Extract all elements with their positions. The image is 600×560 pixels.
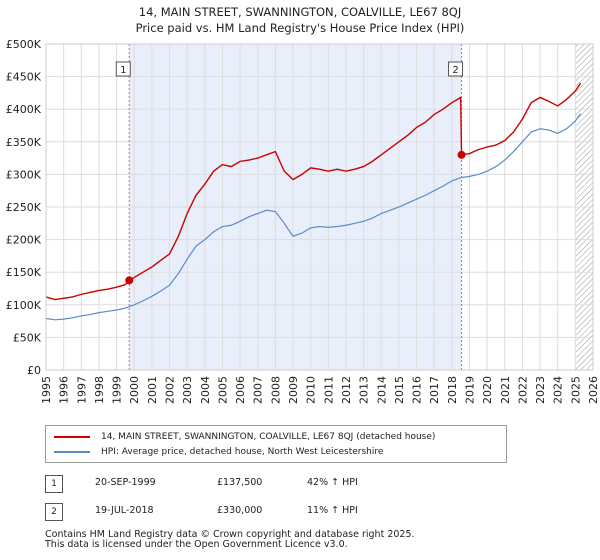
hpi-series-line	[45, 113, 582, 321]
footer: Contains HM Land Registry data © Crown c…	[45, 530, 585, 550]
sale-badge: 2	[45, 503, 63, 521]
sale-label: 2	[452, 65, 458, 76]
sale-row-2: 2 19-JUL-2018 £330,000 11% ↑ HPI	[45, 503, 565, 521]
x-tick-label: 2004	[199, 376, 212, 404]
x-tick-label: 2000	[128, 376, 141, 404]
sale-point	[125, 276, 134, 285]
x-tick-label: 2002	[164, 376, 177, 404]
chart-legend: 14, MAIN STREET, SWANNINGTON, COALVILLE,…	[45, 425, 507, 463]
legend-item-hpi: HPI: Average price, detached house, Nort…	[46, 444, 506, 460]
y-tick-label: £200K	[6, 234, 42, 247]
plot-frame	[45, 43, 594, 371]
y-tick-label: £250K	[6, 201, 42, 214]
footer-line-2: This data is licensed under the Open Gov…	[45, 539, 348, 550]
sale-label-box	[448, 61, 464, 77]
sale-label-box	[115, 61, 131, 77]
y-tick-label: £50K	[13, 331, 42, 344]
x-tick-label: 2025	[569, 376, 582, 404]
price-chart: £0 £50K £100K £150K £200K £250K £300K £350K £400…	[6, 38, 600, 404]
y-tick-label: £400K	[6, 103, 42, 116]
x-tick-label: 2016	[411, 376, 424, 404]
x-tick-label: 2005	[216, 376, 229, 404]
x-tick-label: 2008	[269, 376, 282, 404]
x-tick-label: 2009	[287, 376, 300, 404]
x-tick-label: 2011	[322, 376, 335, 404]
x-tick-label: 2003	[181, 376, 194, 404]
x-tick-label: 2024	[552, 376, 565, 404]
legend-label-price: 14, MAIN STREET, SWANNINGTON, COALVILLE,…	[101, 432, 436, 442]
x-tick-label: 2007	[252, 376, 265, 404]
x-tick-label: 2020	[481, 376, 494, 404]
x-tick-label: 1998	[93, 376, 106, 404]
legend-item-price: 14, MAIN STREET, SWANNINGTON, COALVILLE,…	[46, 429, 506, 445]
x-tick-label: 1999	[111, 376, 124, 404]
y-tick-label: £350K	[6, 136, 42, 149]
y-tick-label: £150K	[6, 266, 42, 279]
x-tick-label: 2019	[463, 376, 476, 404]
x-tick-label: 2001	[146, 376, 159, 404]
chart-title: 14, MAIN STREET, SWANNINGTON, COALVILLE,…	[0, 4, 600, 36]
x-tick-label: 2012	[340, 376, 353, 404]
sale-badge: 1	[45, 475, 63, 493]
x-tick-label: 2014	[375, 376, 388, 404]
x-tick-label: 1997	[75, 376, 88, 404]
legend-label-hpi: HPI: Average price, detached house, Nort…	[101, 447, 384, 457]
sale-price: £330,000	[217, 505, 263, 516]
sale-date: 20-SEP-1999	[95, 477, 156, 488]
y-tick-label: £0	[27, 364, 41, 377]
y-tick-label: £300K	[6, 168, 42, 181]
title-line-2: Price paid vs. HM Land Registry's House …	[135, 21, 465, 35]
x-tick-label: 2010	[305, 376, 318, 404]
sale-hpi-change: 11% ↑ HPI	[307, 505, 358, 516]
x-tick-label: 2022	[516, 376, 529, 404]
x-tick-label: 2006	[234, 376, 247, 404]
title-line-1: 14, MAIN STREET, SWANNINGTON, COALVILLE,…	[138, 5, 462, 19]
sale-label: 1	[120, 65, 126, 76]
x-tick-label: 2013	[358, 376, 371, 404]
x-tick-label: 1995	[40, 376, 53, 404]
sale-row-1: 1 20-SEP-1999 £137,500 42% ↑ HPI	[45, 475, 565, 493]
sale-point	[457, 150, 466, 159]
sale-hpi-change: 42% ↑ HPI	[307, 477, 358, 488]
x-tick-label: 2023	[534, 376, 547, 404]
x-tick-label: 2017	[428, 376, 441, 404]
x-tick-label: 2021	[499, 376, 512, 404]
y-tick-label: £500K	[6, 38, 42, 51]
y-tick-label: £450K	[6, 71, 42, 84]
x-tick-label: 1996	[58, 376, 71, 404]
sale-date: 19-JUL-2018	[95, 505, 154, 516]
legend-swatch-hpi	[54, 451, 90, 453]
legend-swatch-price	[54, 436, 90, 438]
sale-price: £137,500	[217, 477, 263, 488]
x-tick-label: 2015	[393, 376, 406, 404]
footer-line-1: Contains HM Land Registry data © Crown c…	[45, 529, 415, 540]
y-tick-label: £100K	[6, 299, 42, 312]
x-tick-label: 2018	[446, 376, 459, 404]
x-tick-label: 2026	[587, 376, 600, 404]
